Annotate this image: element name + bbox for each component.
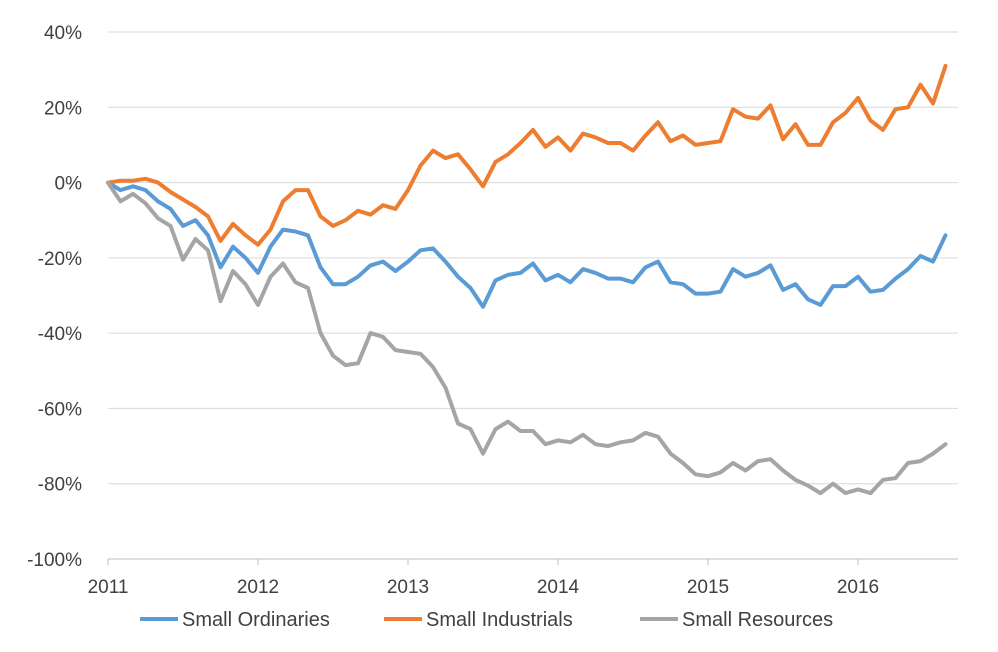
legend: Small Ordinaries Small Industrials Small R… <box>140 609 833 631</box>
series-line-small-resources <box>106 180 948 496</box>
x-tick-label: 2013 <box>387 577 429 598</box>
x-tick-label: 2012 <box>237 577 279 598</box>
y-tick-label: 40% <box>44 23 82 44</box>
x-tick-label: 2016 <box>837 577 879 598</box>
y-tick-label: -20% <box>38 249 82 270</box>
x-tick-label: 2015 <box>687 577 729 598</box>
y-tick-label: 0% <box>55 174 83 195</box>
y-tick-label: 20% <box>44 98 82 119</box>
gridlines <box>108 31 958 560</box>
y-axis-tick-labels: 40% 20% 0% -20% -40% -60% -80% -100% <box>27 23 82 571</box>
x-tick-label: 2011 <box>88 577 129 598</box>
y-tick-label: -60% <box>38 399 82 420</box>
series-lines <box>106 63 948 496</box>
x-axis-tick-labels: 2011 2012 2013 2014 2015 2016 <box>88 559 879 598</box>
legend-label: Small Ordinaries <box>182 609 330 631</box>
legend-label: Small Resources <box>682 609 833 631</box>
y-tick-label: -80% <box>38 475 82 496</box>
legend-label: Small Industrials <box>426 609 573 631</box>
y-tick-label: -100% <box>27 550 82 571</box>
series-line-small-ordinaries <box>106 180 948 309</box>
series-line-small-industrials <box>106 63 948 247</box>
x-tick-label: 2014 <box>537 577 580 598</box>
y-tick-label: -40% <box>38 324 82 345</box>
